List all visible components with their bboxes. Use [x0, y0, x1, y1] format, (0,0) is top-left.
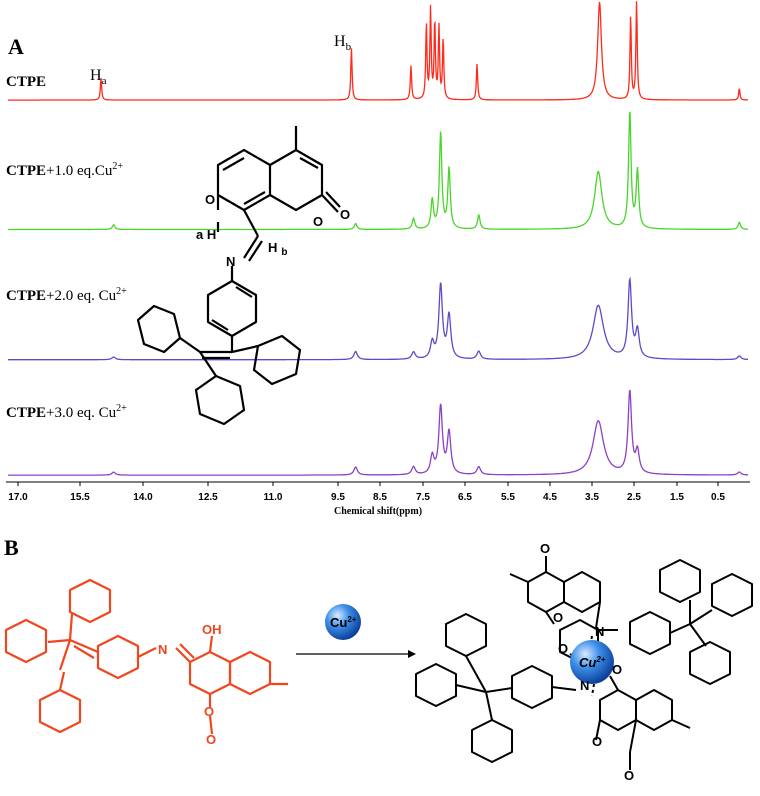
panel-a-letter: A: [8, 34, 24, 59]
reactant-atom-o-ring: O: [204, 704, 214, 719]
x-tick-label: 14.0: [133, 492, 153, 503]
peak-label-ha: Ha: [90, 67, 107, 87]
x-tick-label: 17.0: [8, 492, 28, 503]
complex-atom-o4: O: [553, 610, 563, 625]
spectrum-label-ctpe: CTPE: [6, 74, 46, 90]
reactant-atom-n: N: [158, 642, 167, 657]
reactant-ctpe-structure: [4, 578, 288, 735]
x-tick-label: 5.5: [501, 492, 515, 503]
complex-atom-o1: O: [558, 641, 568, 656]
complex-atom-o6: O: [624, 768, 634, 783]
complex-atom-o2: O: [612, 662, 622, 677]
x-axis-title: Chemical shift(ppm): [334, 506, 422, 517]
reactant-atom-o-carbonyl: O: [206, 732, 216, 747]
x-tick-label: 15.5: [70, 492, 90, 503]
spectrum-label-2eq: CTPE+2.0 eq. Cu2+: [6, 286, 127, 304]
spectrum-label-1eq: CTPE+1.0 eq.Cu2+: [6, 161, 123, 179]
spectrum-line-2: [8, 111, 748, 231]
nmr-spectra: [8, 1, 748, 476]
x-tick-label: 11.0: [264, 492, 283, 503]
spectrum-label-3eq: CTPE+3.0 eq. Cu2+: [6, 403, 127, 421]
structure-h-a: a H: [196, 227, 216, 242]
x-tick-label: 4.5: [543, 492, 557, 503]
x-tick-label: 2.5: [627, 492, 641, 503]
x-tick-label: 7.5: [416, 492, 430, 503]
x-axis-ticks: 17.0 15.5 14.0 12.5 11.0 9.5 8.5 7.5 6.5 5.5 4.5 3.…: [8, 482, 725, 503]
x-tick-label: 12.5: [198, 492, 218, 503]
complex-atom-n2: N: [580, 678, 589, 693]
spectrum-line-1: [8, 1, 748, 101]
ctpe-structure: [136, 126, 341, 426]
structure-atom-n: N: [226, 254, 235, 269]
x-tick-label: 0.5: [711, 492, 725, 503]
x-tick-label: 9.5: [331, 492, 345, 503]
reactant-atom-oh: OH: [202, 622, 222, 637]
spectrum-line-3: [8, 276, 748, 361]
x-tick-label: 8.5: [373, 492, 387, 503]
x-tick-label: 1.5: [670, 492, 684, 503]
complex-structure: [415, 556, 753, 770]
structure-atom-o-carbonyl: O: [340, 207, 350, 222]
complex-cu-sphere: [570, 640, 614, 684]
reagent-cu-label: Cu2+: [330, 615, 357, 630]
complex-atom-o3: O: [540, 541, 550, 556]
x-tick-label: 3.5: [585, 492, 599, 503]
complex-atom-o5: O: [592, 734, 602, 749]
complex-cu-label: Cu2+: [579, 655, 606, 670]
reagent-cu-sphere: [325, 604, 361, 640]
structure-atom-o-ring: O: [313, 214, 323, 229]
structure-atom-o-hydroxyl: O: [205, 192, 215, 207]
panel-b-letter: B: [4, 535, 19, 560]
x-tick-label: 6.5: [458, 492, 472, 503]
spectrum-line-4: [8, 389, 748, 476]
complex-atom-n1: N: [595, 624, 604, 639]
peak-label-hb: Hb: [334, 33, 352, 53]
reaction-arrowhead: [408, 650, 416, 658]
